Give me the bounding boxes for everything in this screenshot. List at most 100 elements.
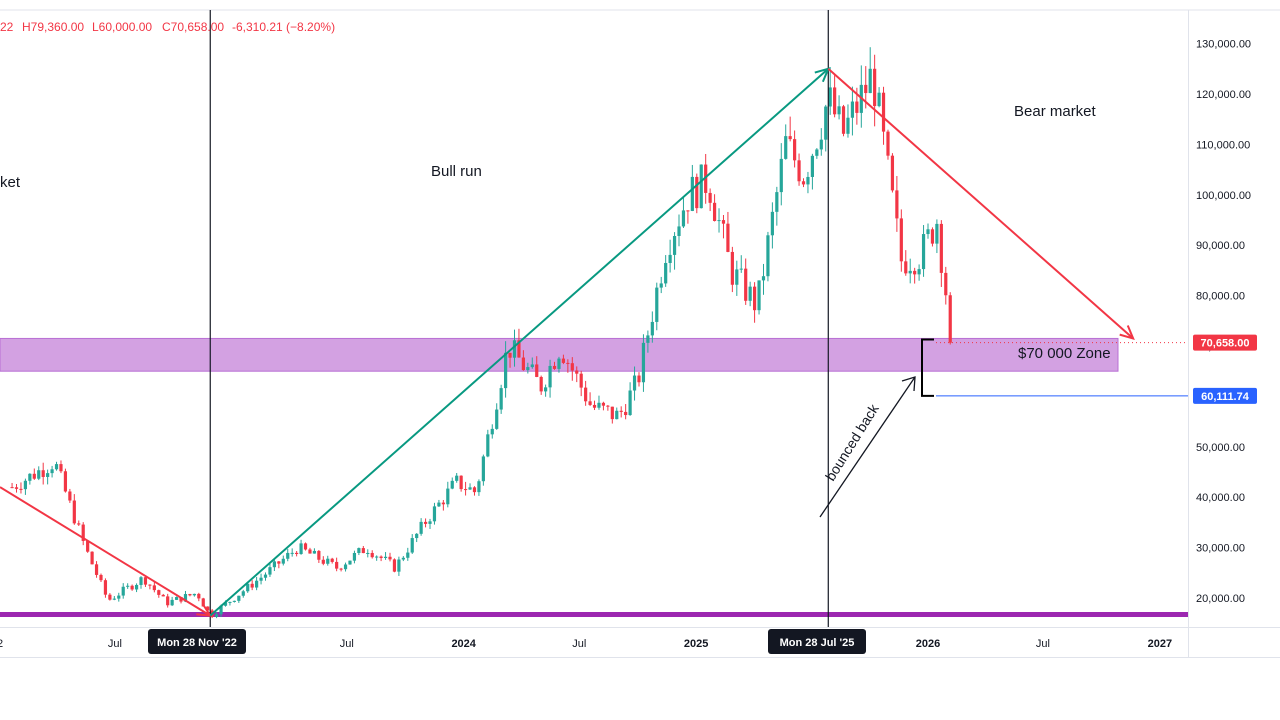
time-tick-label: Jul xyxy=(1036,638,1050,650)
bracket-shape[interactable] xyxy=(921,338,934,397)
candle-body xyxy=(295,552,299,555)
candle-body xyxy=(312,550,317,554)
candle-body xyxy=(677,226,681,237)
candle-body xyxy=(588,401,592,405)
price-axis[interactable]: 20,000.0030,000.0040,000.0050,000.0060,0… xyxy=(1196,39,1251,605)
candle xyxy=(392,558,397,573)
candle xyxy=(646,330,650,353)
bear-market-left-label: ket xyxy=(0,174,21,191)
candle-body xyxy=(86,540,90,552)
candle-body xyxy=(90,551,94,565)
candle xyxy=(735,260,739,296)
candle-body xyxy=(117,595,121,599)
candle xyxy=(712,194,717,222)
last-price-tag: 70,658.00 xyxy=(1193,334,1257,351)
candle-body xyxy=(819,139,823,150)
candle-body xyxy=(517,340,521,358)
candle-body xyxy=(766,235,770,277)
candle xyxy=(895,176,899,232)
candle xyxy=(259,573,263,585)
candle xyxy=(490,424,494,439)
candle-body xyxy=(59,464,63,472)
candle xyxy=(632,366,637,401)
candle xyxy=(103,578,108,598)
candle-body xyxy=(757,280,761,311)
candle xyxy=(94,561,99,578)
candle xyxy=(321,556,325,566)
candle xyxy=(579,370,583,397)
candle-body xyxy=(72,500,76,524)
candle-body xyxy=(423,521,428,524)
candle-body xyxy=(361,548,365,554)
price-tick-label: 110,000.00 xyxy=(1196,139,1250,151)
candle xyxy=(90,551,94,565)
candle xyxy=(766,231,770,282)
trend-line-3[interactable] xyxy=(827,68,1134,340)
bounced-back-arrow[interactable] xyxy=(819,376,916,518)
last-price-tag-text: 70,658.00 xyxy=(1201,338,1250,350)
bottom-support-band[interactable] xyxy=(0,612,1188,617)
candle-body xyxy=(37,470,41,479)
candle-body xyxy=(721,220,726,224)
candle xyxy=(28,473,32,485)
candle xyxy=(277,561,281,569)
candle-body xyxy=(917,269,921,275)
candle xyxy=(161,593,165,597)
candle xyxy=(446,481,450,508)
candle-body xyxy=(775,192,779,212)
trend-line-2[interactable] xyxy=(209,68,829,617)
candle-body xyxy=(744,268,748,301)
candle-body xyxy=(761,276,766,281)
candle xyxy=(512,329,517,367)
candle-body xyxy=(930,229,935,244)
candle xyxy=(410,534,414,554)
candle-body xyxy=(868,68,872,94)
candle xyxy=(566,359,570,373)
candle xyxy=(837,95,841,120)
candle xyxy=(730,246,734,293)
candle xyxy=(290,548,294,557)
time-axis[interactable]: 2 Jul Jul 2024 Jul 2025 2026 Jul 2027 xyxy=(0,638,1172,650)
candle-body xyxy=(490,428,494,435)
candle-body xyxy=(415,533,419,539)
candle xyxy=(157,589,161,598)
candle xyxy=(686,210,690,224)
candle-body xyxy=(410,538,414,553)
candle xyxy=(930,227,935,247)
candle-body xyxy=(277,561,281,564)
candle-body xyxy=(686,210,690,212)
candle xyxy=(286,548,290,562)
candle xyxy=(174,596,179,601)
candle-body xyxy=(223,602,228,606)
candle xyxy=(126,583,130,589)
candle-body xyxy=(366,552,370,554)
candle-body xyxy=(739,268,743,270)
candle-body xyxy=(161,594,165,597)
candle xyxy=(548,359,552,398)
candle xyxy=(486,429,490,458)
candle xyxy=(37,466,41,481)
candle xyxy=(63,468,68,493)
candle-body xyxy=(286,552,290,559)
candle xyxy=(192,593,196,597)
candle-body xyxy=(401,557,405,560)
candle xyxy=(214,612,219,619)
candle xyxy=(383,552,388,560)
candle-body xyxy=(824,106,828,140)
candle xyxy=(361,546,365,554)
price-tick-label: 80,000.00 xyxy=(1196,291,1245,303)
candle xyxy=(752,282,757,323)
candle-body xyxy=(904,261,908,274)
candle xyxy=(152,581,156,593)
vline-tag-1: Mon 28 Nov '22 xyxy=(148,629,246,654)
candle-body xyxy=(628,390,632,416)
candle xyxy=(935,219,939,254)
candle-body xyxy=(352,552,357,561)
trend-line-1[interactable] xyxy=(0,486,211,617)
candle xyxy=(59,460,63,474)
candle xyxy=(659,276,663,294)
candle-body xyxy=(375,556,379,558)
candle xyxy=(68,488,72,503)
candle xyxy=(526,362,530,374)
